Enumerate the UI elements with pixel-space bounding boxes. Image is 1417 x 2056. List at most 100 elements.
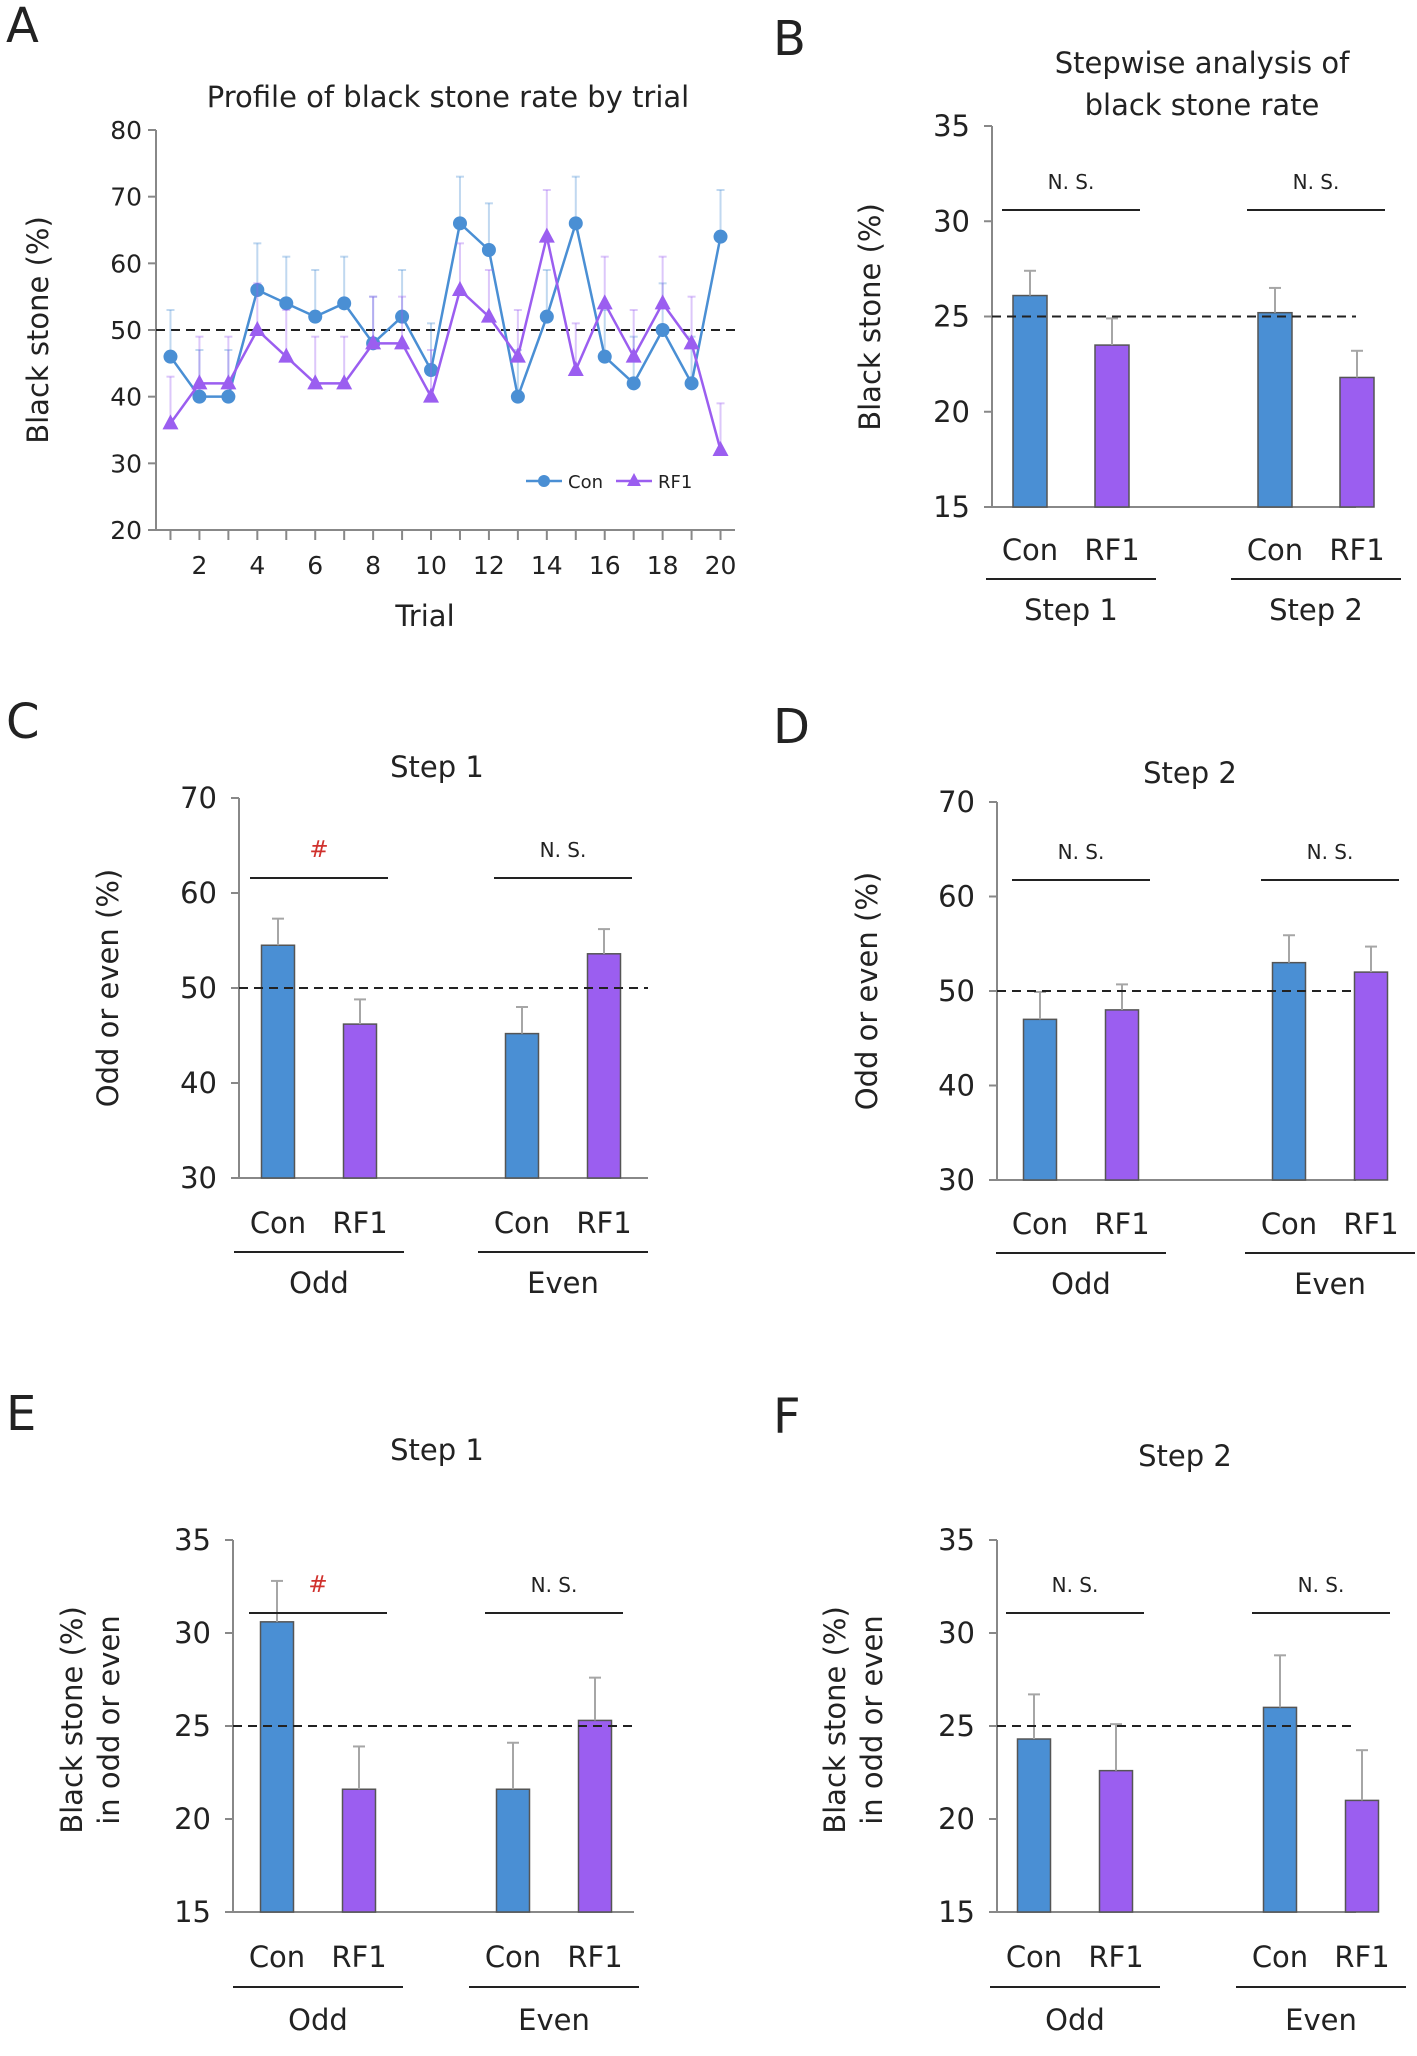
category-label: RF1 bbox=[1329, 533, 1384, 567]
series-line bbox=[169, 236, 722, 451]
y-tick-label: 70 bbox=[110, 183, 142, 212]
y-axis-label: Black stone (%) bbox=[55, 1606, 89, 1834]
bar-group-even: Con RF1 Even N. S. bbox=[1236, 1573, 1406, 2037]
bar-rf1 bbox=[586, 953, 622, 1179]
data-point bbox=[336, 374, 353, 390]
y-tick-label: 70 bbox=[938, 785, 975, 819]
x-tick-label: 12 bbox=[473, 551, 505, 580]
data-point bbox=[539, 309, 554, 324]
significance-label: N. S. bbox=[1293, 170, 1340, 194]
bar-group-step 2: Con RF1 Step 2 N. S. bbox=[1231, 170, 1401, 627]
data-point bbox=[163, 349, 178, 364]
y-tick-label: 60 bbox=[938, 880, 975, 914]
bar-con bbox=[260, 944, 296, 1179]
data-point bbox=[423, 387, 440, 403]
legend-rf1-label: RF1 bbox=[658, 472, 692, 493]
significance-label: N. S. bbox=[1052, 1573, 1099, 1597]
data-point bbox=[481, 243, 496, 257]
bar-rf1 bbox=[1353, 971, 1389, 1181]
y-tick-label: 40 bbox=[938, 1069, 975, 1103]
group-label: Even bbox=[1294, 1267, 1366, 1301]
series-rf1 bbox=[162, 189, 729, 456]
group-label: Even bbox=[1285, 2003, 1357, 2037]
panel-letter: E bbox=[6, 1386, 36, 1442]
y-axis-label: Black stone (%) bbox=[818, 1606, 852, 1834]
bar-group-step 1: Con RF1 Step 1 N. S. bbox=[986, 170, 1156, 627]
chart-title: Step 1 bbox=[390, 1433, 484, 1467]
data-point bbox=[279, 296, 294, 311]
y-tick-label: 30 bbox=[938, 1616, 975, 1650]
group-label: Odd bbox=[1045, 2003, 1105, 2037]
x-tick-label: 6 bbox=[307, 551, 323, 580]
category-label: RF1 bbox=[1084, 533, 1139, 567]
significance-label: N. S. bbox=[1058, 840, 1105, 864]
bar-rf1 bbox=[1339, 376, 1375, 508]
x-tick-label: 20 bbox=[705, 551, 737, 580]
panel-letter: D bbox=[773, 699, 810, 755]
category-label: RF1 bbox=[1343, 1207, 1398, 1241]
x-tick-label: 8 bbox=[365, 551, 381, 580]
significance-label: # bbox=[309, 837, 328, 863]
y-tick-label: 50 bbox=[110, 316, 142, 345]
y-tick-label: 20 bbox=[938, 1802, 975, 1836]
bar-con bbox=[1012, 294, 1048, 508]
group-label: Odd bbox=[288, 2003, 348, 2037]
data-point bbox=[307, 374, 324, 390]
legend-con-marker bbox=[538, 475, 550, 487]
group-label: Even bbox=[518, 2003, 590, 2037]
y-tick-label: 30 bbox=[110, 449, 142, 478]
group-label: Step 2 bbox=[1269, 593, 1363, 627]
significance-label: N. S. bbox=[540, 838, 587, 862]
group-label: Odd bbox=[289, 1266, 349, 1300]
y-tick-label: 25 bbox=[933, 300, 970, 334]
data-point bbox=[626, 376, 641, 391]
y-tick-label: 35 bbox=[174, 1523, 211, 1557]
y-tick-label: 30 bbox=[938, 1163, 975, 1197]
category-label: RF1 bbox=[332, 1206, 387, 1240]
data-point bbox=[567, 361, 584, 376]
data-point bbox=[509, 347, 526, 363]
significance-label: N. S. bbox=[1298, 1573, 1345, 1597]
data-point bbox=[538, 227, 555, 243]
data-point bbox=[221, 389, 236, 404]
y-tick-label: 50 bbox=[180, 971, 217, 1005]
significance-label: N. S. bbox=[1048, 170, 1095, 194]
data-point bbox=[424, 363, 439, 377]
y-tick-label: 60 bbox=[180, 876, 217, 910]
bar-con bbox=[259, 1621, 295, 1913]
legend-con-label: Con bbox=[568, 472, 603, 493]
bar-group-even: Con RF1 Even N. S. bbox=[469, 1573, 639, 2037]
bar-con bbox=[1016, 1738, 1052, 1913]
data-point bbox=[278, 347, 295, 363]
data-point bbox=[568, 216, 583, 231]
legend: Con RF1 bbox=[526, 472, 692, 493]
significance-label: # bbox=[308, 1572, 327, 1598]
data-point bbox=[220, 374, 237, 390]
series-line bbox=[169, 218, 722, 402]
chart-title: black stone rate bbox=[1085, 88, 1320, 122]
bar-group-odd: Con RF1 Odd N. S. bbox=[996, 840, 1166, 1301]
data-point bbox=[712, 441, 729, 456]
bar-rf1 bbox=[1344, 1799, 1380, 1913]
y-tick-label: 30 bbox=[180, 1161, 217, 1195]
data-point bbox=[249, 321, 266, 336]
data-point bbox=[394, 334, 411, 350]
group-label: Odd bbox=[1051, 1267, 1111, 1301]
category-label: Con bbox=[249, 1940, 305, 1974]
group-label: Even bbox=[527, 1266, 599, 1300]
y-tick-label: 25 bbox=[174, 1709, 211, 1743]
axes: 15 20 25 30 35 bbox=[174, 1523, 634, 1929]
category-label: Con bbox=[1006, 1940, 1062, 1974]
panel-D: D Step 2 30 40 50 60 70 Odd or even (%) Con RF1 Od… bbox=[773, 699, 1415, 1301]
bar-con bbox=[495, 1788, 531, 1913]
bar-con bbox=[504, 1032, 540, 1179]
category-label: Con bbox=[485, 1940, 541, 1974]
category-label: Con bbox=[1247, 533, 1303, 567]
bar-rf1 bbox=[341, 1788, 377, 1913]
y-tick-label: 35 bbox=[938, 1523, 975, 1557]
bar-con bbox=[1262, 1706, 1298, 1913]
bar-rf1 bbox=[1094, 344, 1130, 508]
bar-con bbox=[1022, 1018, 1058, 1181]
data-point bbox=[395, 309, 410, 324]
y-axis-label: Odd or even (%) bbox=[91, 869, 125, 1107]
